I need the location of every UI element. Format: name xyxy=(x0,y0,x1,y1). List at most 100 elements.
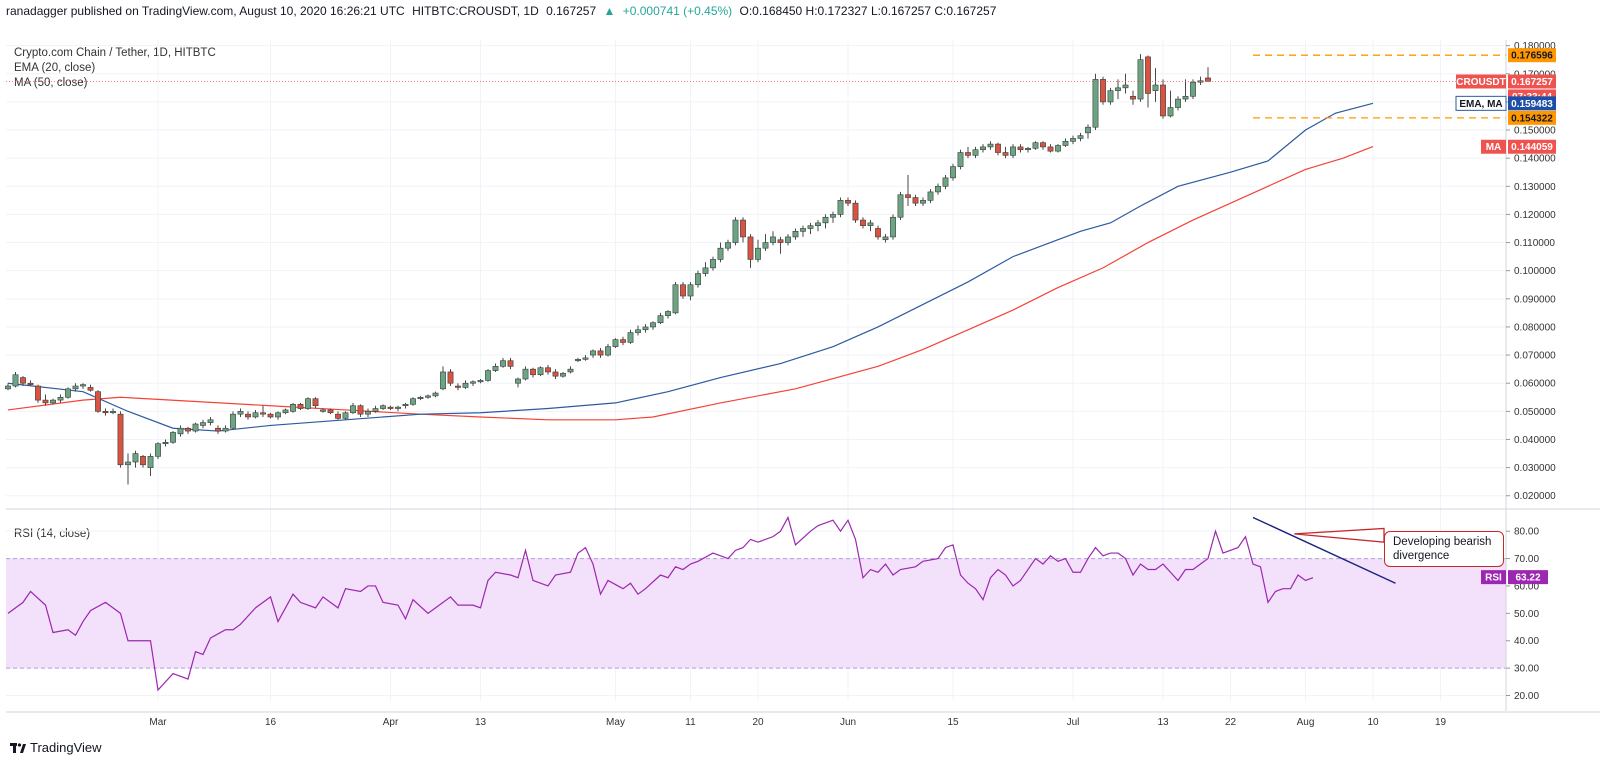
candle xyxy=(447,369,454,387)
candle-body xyxy=(387,406,394,409)
ma-price-badge: 0.144059 xyxy=(1508,139,1556,154)
candle-body xyxy=(530,368,536,376)
candle-body xyxy=(372,408,379,412)
candle-body xyxy=(725,242,731,249)
candle-body xyxy=(560,373,566,377)
candle-body xyxy=(425,395,431,398)
candle-body xyxy=(147,456,154,468)
candle-body xyxy=(1025,148,1031,151)
rsi-value-badge: 63.22 xyxy=(1508,570,1548,585)
candle-body xyxy=(1002,152,1009,156)
candle xyxy=(620,336,626,346)
rsi-line xyxy=(7,515,1314,692)
candle-body xyxy=(432,392,439,397)
current-price-badge: 0.167257 xyxy=(1508,74,1556,89)
chart-legend: Crypto.com Chain / Tether, 1D, HITBTC EM… xyxy=(14,46,216,91)
level-lines xyxy=(6,54,1506,119)
candle xyxy=(42,394,49,406)
date-tick-label: 16 xyxy=(265,717,277,728)
candle xyxy=(492,363,499,372)
candle-body xyxy=(950,166,956,179)
candle xyxy=(20,376,26,387)
candle xyxy=(912,194,919,206)
tradingview-logo-icon xyxy=(10,742,26,753)
candle xyxy=(605,343,611,357)
candle-body xyxy=(1085,126,1091,134)
rsi-label-badge-text: RSI xyxy=(1485,573,1502,584)
candle xyxy=(282,408,289,415)
candle-body xyxy=(1137,59,1144,100)
candle xyxy=(1145,55,1151,108)
candle-body xyxy=(1175,98,1181,108)
price-tick-label: 0.080000 xyxy=(1514,322,1556,333)
candle-body xyxy=(552,371,559,377)
candle xyxy=(117,411,124,468)
current-price-badge-text: 0.167257 xyxy=(1511,77,1553,88)
candle-body xyxy=(1115,87,1121,91)
candle-body xyxy=(507,360,514,367)
candle-body xyxy=(612,339,619,347)
candle xyxy=(642,324,649,333)
candle-body xyxy=(192,423,199,432)
candle-body xyxy=(747,236,754,260)
candle-body xyxy=(1182,95,1189,100)
candle-body xyxy=(740,219,746,238)
ema-price-badge-text: 0.159483 xyxy=(1511,99,1553,110)
candle xyxy=(830,211,836,223)
candle xyxy=(140,454,146,468)
chart-title[interactable]: Crypto.com Chain / Tether, 1D, HITBTC xyxy=(14,47,216,59)
candle-body xyxy=(927,191,934,201)
candle xyxy=(845,197,851,206)
candle xyxy=(170,431,176,444)
candle xyxy=(897,191,904,221)
candle xyxy=(245,411,251,420)
candle xyxy=(1100,76,1106,105)
candle-body xyxy=(680,284,686,297)
candle-body xyxy=(1062,140,1069,146)
candle xyxy=(582,355,589,361)
candle xyxy=(80,383,86,389)
callout-line-2: divergence xyxy=(1393,550,1450,562)
candle xyxy=(860,217,866,229)
candle-body xyxy=(897,194,904,218)
candle xyxy=(1002,146,1009,159)
candle xyxy=(680,281,686,299)
candle-body xyxy=(717,247,724,260)
candle xyxy=(402,402,409,409)
candle xyxy=(507,357,514,370)
candle-body xyxy=(1092,79,1099,128)
footer: TradingView xyxy=(10,740,102,755)
candle xyxy=(1107,87,1114,105)
price-tick-label: 0.150000 xyxy=(1514,126,1556,137)
price-tick-label: 0.070000 xyxy=(1514,351,1556,362)
candle xyxy=(312,397,319,409)
candle xyxy=(747,234,754,268)
ema-legend[interactable]: EMA (20, close) xyxy=(14,62,96,74)
candle xyxy=(65,387,71,399)
date-tick-label: 19 xyxy=(1435,717,1447,728)
candle xyxy=(725,239,731,251)
candle-body xyxy=(815,222,821,226)
candle xyxy=(785,234,791,246)
candle xyxy=(1055,144,1061,153)
candle xyxy=(657,312,664,325)
candle xyxy=(665,310,671,319)
candle xyxy=(957,149,964,170)
candle-body xyxy=(80,384,86,387)
candle xyxy=(935,183,941,195)
candle-body xyxy=(755,247,761,260)
divergence-callout[interactable]: Developing bearish divergence xyxy=(1384,531,1504,567)
candle xyxy=(50,398,56,405)
candle-body xyxy=(792,231,799,238)
ma-legend[interactable]: MA (50, close) xyxy=(14,77,88,89)
candle xyxy=(215,425,221,434)
candle xyxy=(837,197,844,218)
candle xyxy=(1175,96,1181,111)
candle xyxy=(1122,73,1129,94)
ma-label-badge: MA xyxy=(1481,139,1506,154)
candle-body xyxy=(237,411,244,415)
candle xyxy=(732,217,739,246)
candle xyxy=(1205,67,1211,82)
candle-body xyxy=(867,222,874,226)
